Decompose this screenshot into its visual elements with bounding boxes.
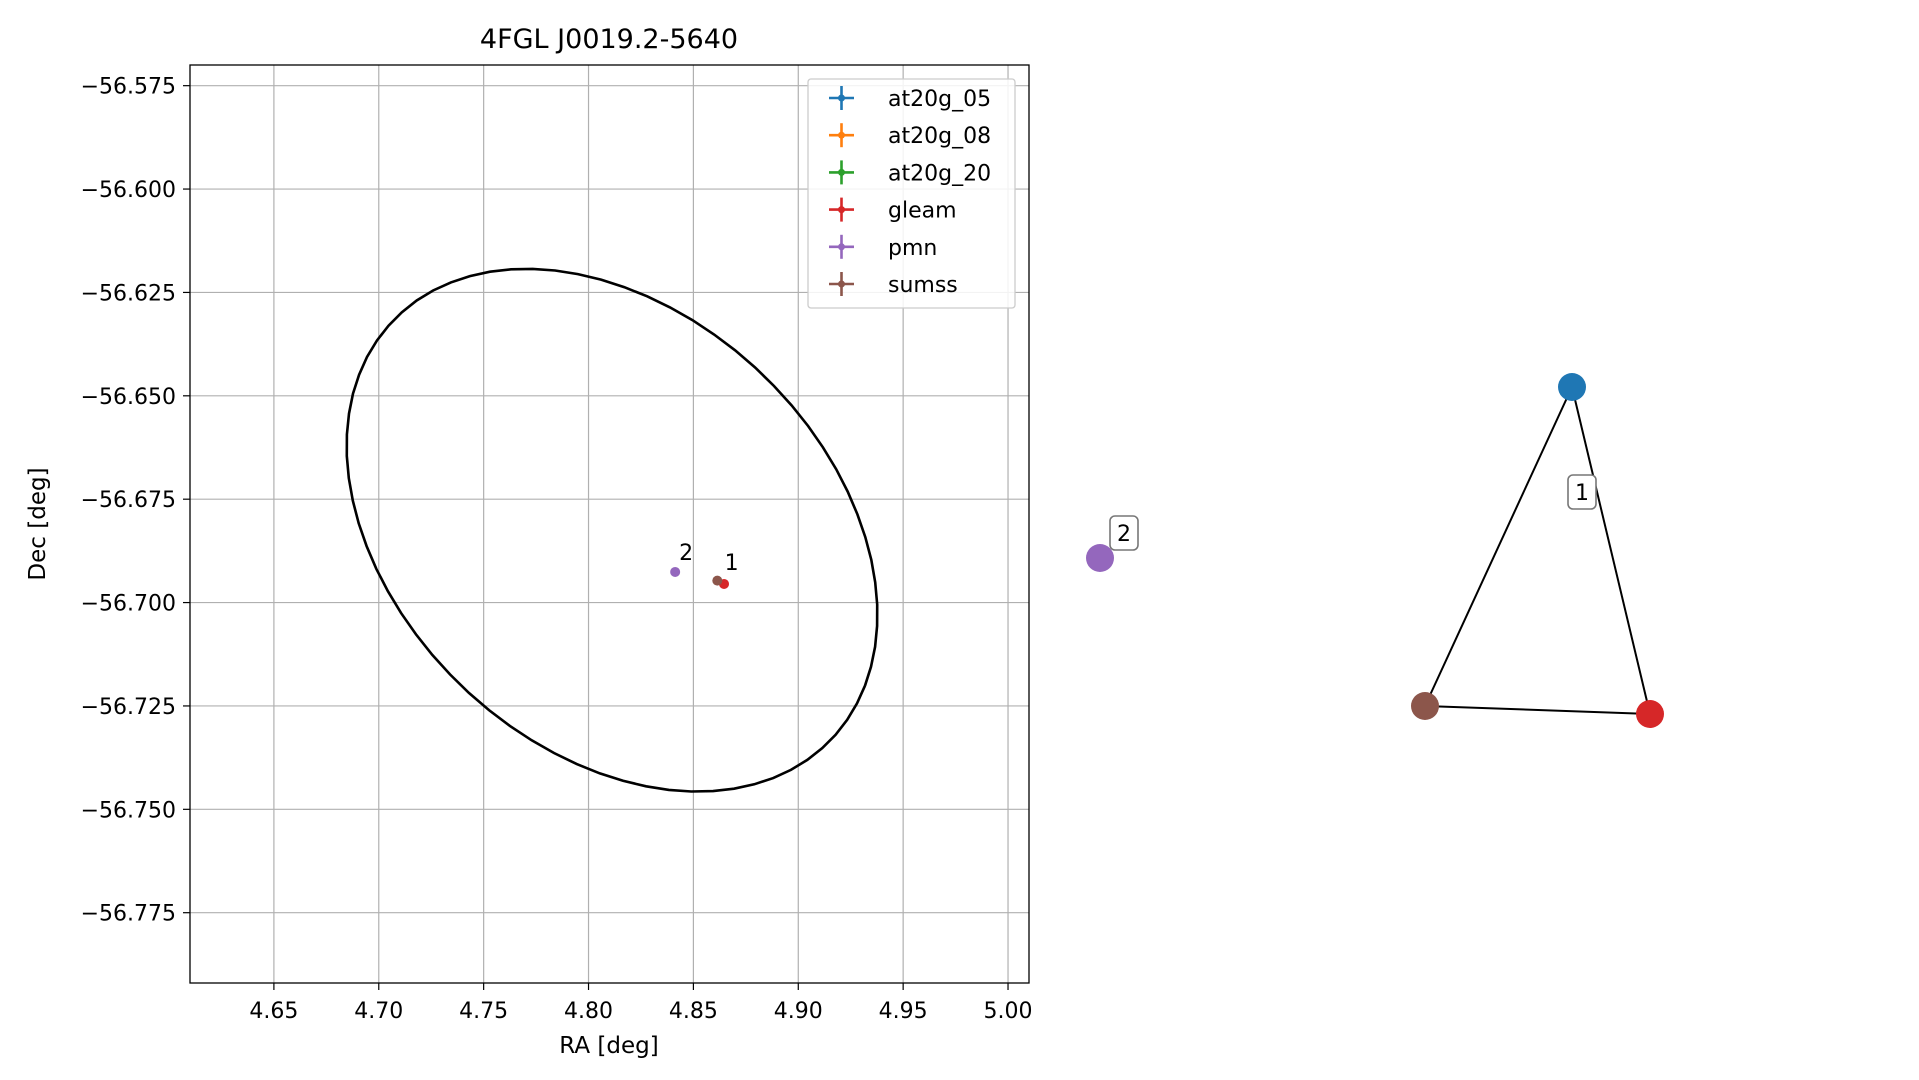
legend-item-pmn: pmn: [829, 234, 937, 261]
graph-label-box: [1567, 474, 1597, 510]
y-tick-label: −56.750: [81, 798, 176, 823]
legend-label: sumss: [888, 273, 958, 298]
y-axis-label: Dec [deg]: [25, 467, 51, 580]
x-tick-label: 4.80: [564, 999, 613, 1024]
legend-label: at20g_20: [888, 161, 991, 186]
grid: [190, 65, 1029, 983]
legend-label: at20g_05: [888, 87, 991, 112]
graph-node-pmn: [1086, 544, 1114, 572]
legend-item-sumss: sumss: [829, 272, 958, 298]
x-tick-label: 4.90: [774, 999, 823, 1024]
graph-node-gleam: [1636, 700, 1664, 728]
legend-item-at20g_05: at20g_05: [829, 86, 991, 112]
y-tick-label: −56.600: [81, 178, 176, 203]
chart-title: 4FGL J0019.2-5640: [480, 24, 738, 55]
y-tick-label: −56.775: [81, 902, 176, 927]
point-sumss: [712, 575, 723, 586]
legend-item-gleam: gleam: [829, 197, 957, 224]
legend-marker-dot: [838, 280, 845, 288]
legend-marker-dot: [838, 131, 845, 139]
y-tick-label: −56.625: [81, 281, 176, 306]
y-tick-label: −56.650: [81, 385, 176, 410]
legend-label: at20g_08: [888, 124, 991, 149]
x-tick-label: 4.95: [879, 999, 928, 1024]
point-pmn: [670, 566, 681, 577]
axis-ticks: 4.65 4.70 4.75 4.80 4.85 4.90 4.95 5.00 −56.575 −…: [81, 75, 1033, 1024]
x-axis-label: RA [deg]: [559, 1033, 658, 1059]
x-tick-label: 5.00: [984, 999, 1033, 1024]
graph-label: 1: [1567, 474, 1597, 510]
y-tick-label: −56.700: [81, 592, 176, 617]
graph-edge: [1424, 386, 1573, 707]
legend-label: gleam: [888, 199, 957, 224]
graph-node-sumss: [1411, 692, 1439, 720]
graph-label-box: [1109, 515, 1139, 551]
position-error-ellipse: [345, 267, 879, 793]
x-tick-label: 4.85: [669, 999, 718, 1024]
graph-edge: [1571, 386, 1651, 715]
legend-marker-dot: [838, 168, 845, 176]
axes-frame: [189, 64, 1030, 984]
annotation-label: 2: [679, 541, 693, 566]
x-tick-label: 4.70: [354, 999, 403, 1024]
legend-label: pmn: [888, 236, 937, 261]
graph-label-text: 2: [1117, 522, 1131, 547]
network-graph: 12: [1086, 373, 1664, 728]
y-tick-label: −56.575: [81, 75, 176, 100]
legend-marker-dot: [838, 243, 845, 251]
x-tick-label: 4.75: [459, 999, 508, 1024]
annotation-label: 1: [725, 551, 739, 576]
x-tick-label: 4.65: [249, 999, 298, 1024]
legend-box: [807, 78, 1016, 309]
legend-item-at20g_08: at20g_08: [829, 123, 991, 149]
graph-label-text: 1: [1575, 481, 1589, 506]
y-tick-label: −56.725: [81, 695, 176, 720]
legend-marker-dot: [838, 94, 845, 102]
y-tick-label: −56.675: [81, 488, 176, 513]
legend-item-at20g_20: at20g_20: [829, 160, 991, 186]
legend-marker-dot: [838, 206, 845, 214]
graph-node-at20g_05: [1558, 373, 1586, 401]
graph-edge: [1424, 705, 1651, 715]
graph-label: 2: [1109, 515, 1139, 551]
